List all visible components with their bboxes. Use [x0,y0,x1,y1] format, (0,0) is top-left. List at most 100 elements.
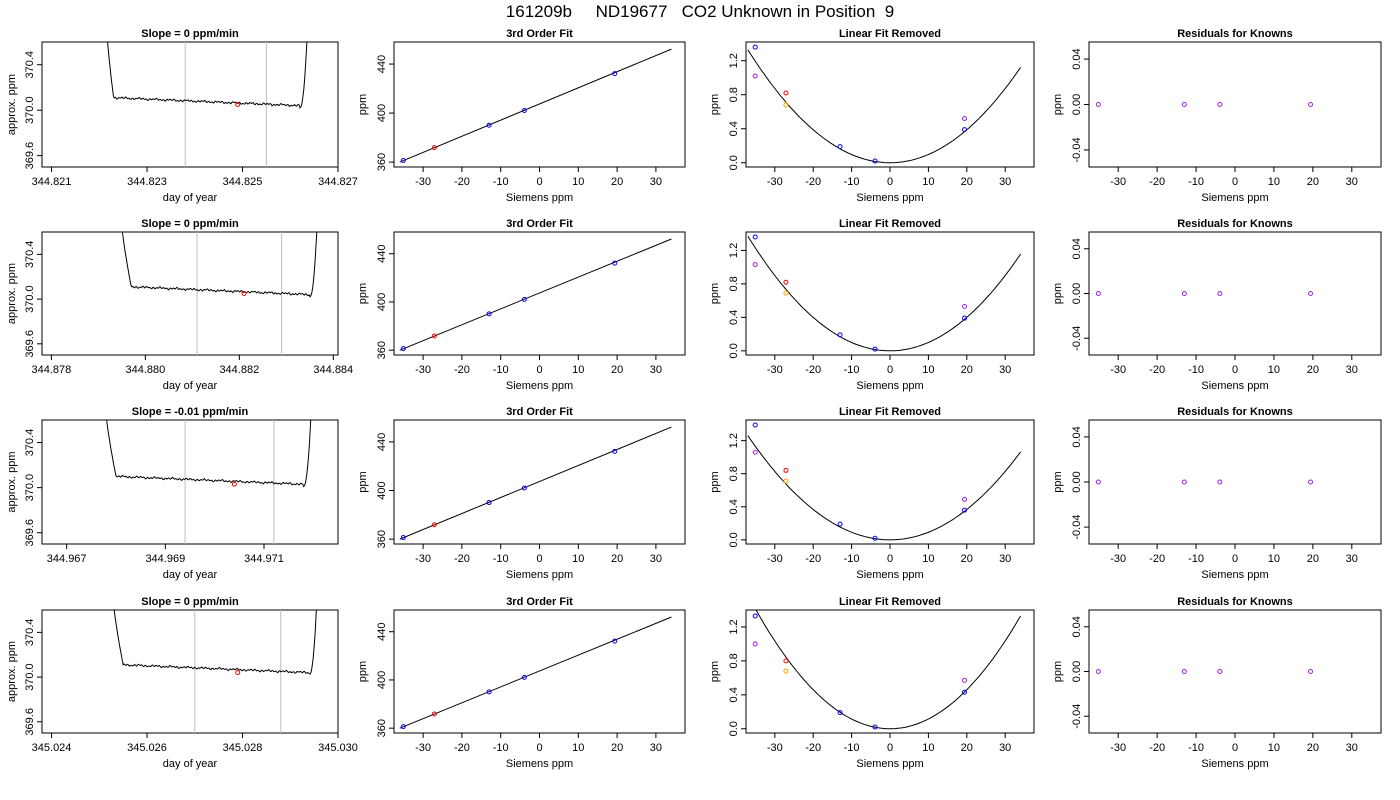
x-axis-label: day of year [163,192,218,204]
y-tick-label: 0.0 [728,155,740,170]
unknown-point [241,291,247,296]
plot-area [107,42,308,167]
y-axis-label: approx. ppm [6,263,18,324]
y-tick-label: 369.6 [24,519,36,547]
residual-point [1217,669,1223,674]
known-point [612,448,618,454]
x-tick-label: -10 [1188,364,1204,376]
raw-point [961,677,967,683]
x-tick-label: 30 [1346,553,1358,565]
y-tick-label: 369.6 [24,708,36,736]
x-tick-label: 344.882 [219,364,259,376]
y-axis-label: ppm [357,283,369,304]
x-tick-label: 344.967 [47,553,87,565]
y-tick-label: 440 [376,55,388,73]
known-point [837,332,843,338]
x-tick-label: -30 [415,742,431,754]
x-tick-label: -20 [454,176,470,188]
x-tick-label: 344.969 [145,553,185,565]
x-tick-label: 30 [999,364,1011,376]
y-tick-label: -0.04 [1071,137,1083,162]
x-tick-label: 344.880 [125,364,165,376]
panel-title: Residuals for Knowns [1177,406,1293,418]
y-tick-label: -0.04 [1071,326,1083,351]
y-tick-label: 369.6 [24,142,36,170]
y-axis-label: approx. ppm [6,641,18,702]
plot-area [399,426,672,541]
plot-area [1095,669,1314,674]
panel-title: Linear Fit Removed [839,28,941,40]
known-point [400,724,406,730]
residual-point [1095,102,1101,107]
residual-point [1217,102,1223,107]
x-tick-label: -10 [493,176,509,188]
plot-area [399,616,672,730]
x-tick-label: 345.030 [318,742,358,754]
x-tick-label: -10 [493,742,509,754]
panel-title: 3rd Order Fit [506,406,573,418]
y-tick-label: 370.4 [24,619,36,647]
panel-title: Residuals for Knowns [1177,218,1293,230]
y-tick-label: 0.00 [1071,661,1083,682]
x-tick-label: 10 [922,553,934,565]
x-tick-label: 20 [961,176,973,188]
x-tick-label: 10 [572,364,584,376]
known-point [521,485,527,491]
x-tick-label: -20 [805,742,821,754]
x-axis-label: Siemens ppm [506,569,573,581]
x-tick-label: 20 [1307,364,1319,376]
x-axis-label: Siemens ppm [856,380,923,392]
known-point [752,613,758,619]
known-point [521,108,527,114]
y-tick-label: 360 [376,341,388,359]
x-axis-label: day of year [163,569,218,581]
x-tick-label: -10 [844,364,860,376]
y-axis-label: ppm [1052,661,1064,682]
plot-frame [41,419,339,545]
x-tick-label: -30 [415,553,431,565]
y-tick-label: 1.2 [728,433,740,448]
x-tick-label: 344.823 [127,176,167,188]
x-tick-label: 344.821 [32,176,72,188]
known-point [400,346,406,352]
fit-line [399,238,672,351]
y-tick-label: 360 [376,719,388,737]
x-tick-label: 345.028 [223,742,263,754]
panel-residuals-row3: Residuals for Knowns -30 -20 -10 0 10 20 30 -0.0… [1052,406,1382,581]
panel-title: Linear Fit Removed [839,406,941,418]
y-tick-label: 0.00 [1071,94,1083,115]
residual-point [1181,102,1187,107]
y-axis-label: ppm [709,471,721,492]
panel-linear_removed-row3: Linear Fit Removed -30 -20 -10 0 10 20 30 0.0 0.4… [709,406,1035,581]
residual-point [1308,479,1314,485]
x-tick-label: -20 [1149,364,1165,376]
x-tick-label: -20 [1149,742,1165,754]
panel-title: Slope = 0 ppm/min [141,218,239,230]
raw-point [961,303,967,309]
x-tick-label: 30 [650,364,662,376]
y-tick-label: -0.04 [1071,515,1083,540]
unknown-point [783,279,789,285]
plot-area [747,44,1022,164]
known-point [752,44,758,50]
x-tick-label: 10 [922,176,934,188]
x-tick-label: 20 [611,553,623,565]
x-tick-label: 344.825 [223,176,263,188]
panel-title: Slope = -0.01 ppm/min [132,406,249,418]
x-tick-label: -20 [1149,176,1165,188]
x-tick-label: -10 [1188,176,1204,188]
x-tick-label: 0 [1232,742,1238,754]
unknown-point [431,145,437,151]
x-tick-label: -20 [454,742,470,754]
known-point [521,674,527,680]
known-point [400,158,406,164]
raw-point [752,641,758,647]
x-tick-label: 10 [922,364,934,376]
unknown-point [431,522,437,528]
x-tick-label: 0 [536,742,542,754]
y-tick-label: 440 [376,623,388,641]
x-axis-label: Siemens ppm [1201,758,1268,770]
y-tick-label: -0.04 [1071,704,1083,729]
panel-title: Slope = 0 ppm/min [141,596,239,608]
residual-point [1308,291,1314,296]
